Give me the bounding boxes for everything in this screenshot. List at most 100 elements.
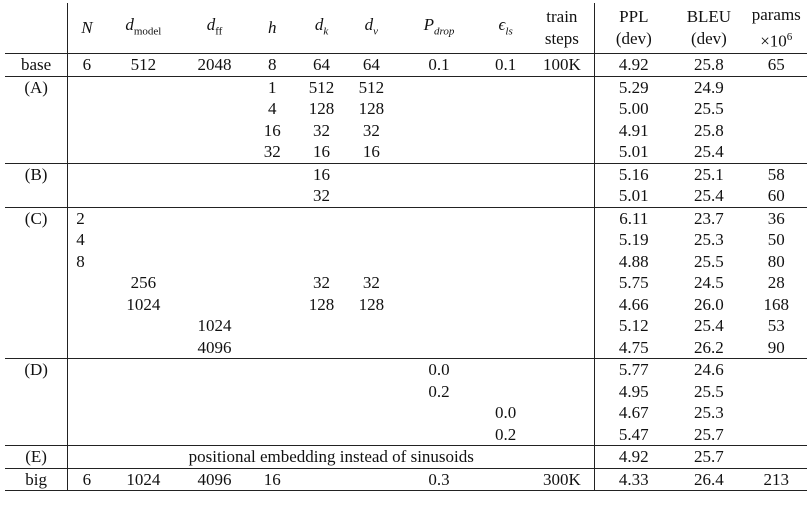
cell-params: 58 60 bbox=[745, 162, 807, 207]
cell-d-ff bbox=[181, 358, 248, 446]
cell-params: 65 bbox=[745, 53, 807, 76]
header-d-model: dmodel bbox=[125, 14, 162, 38]
cell-ppl: 5.29 5.00 4.91 5.01 bbox=[594, 75, 673, 163]
cell-n: 6 bbox=[67, 467, 106, 491]
cell-d-ff bbox=[181, 162, 248, 207]
cell-h: 16 bbox=[247, 467, 297, 491]
cell-train-steps bbox=[529, 358, 595, 446]
cell-ppl: 4.92 bbox=[594, 445, 673, 468]
cell-eps-ls: 0.0 0.2 bbox=[481, 358, 530, 446]
cell-bleu: 26.4 bbox=[672, 467, 746, 491]
cell-p-drop: 0.3 bbox=[396, 467, 482, 491]
row-label: big bbox=[5, 467, 68, 491]
cell-d-v: 512 128 32 16 bbox=[346, 75, 397, 163]
cell-train-steps bbox=[529, 75, 595, 163]
cell-n: 6 bbox=[67, 53, 106, 76]
cell-bleu: 25.7 bbox=[672, 445, 746, 468]
header-n: N bbox=[67, 3, 106, 54]
cell-bleu: 25.1 25.4 bbox=[672, 162, 746, 207]
cell-d-k bbox=[296, 467, 347, 491]
cell-ppl: 5.16 5.01 bbox=[594, 162, 673, 207]
cell-n bbox=[67, 358, 106, 446]
cell-train-steps: 300K bbox=[529, 467, 595, 491]
cell-d-model: 256 1024 bbox=[105, 206, 182, 359]
cell-d-model bbox=[105, 75, 182, 163]
cell-params bbox=[745, 358, 807, 446]
header-eps-ls: ϵls bbox=[498, 14, 513, 38]
header-ppl: PPL (dev) bbox=[594, 3, 673, 54]
row-group-e: (E) positional embedding instead of sinu… bbox=[5, 445, 807, 468]
row-label: base bbox=[5, 53, 68, 76]
cell-p-drop bbox=[396, 206, 482, 359]
row-base: base 6 512 2048 8 64 64 0.1 0.1 100K 4.9… bbox=[5, 53, 807, 76]
cell-h bbox=[247, 162, 297, 207]
cell-eps-ls bbox=[481, 467, 530, 491]
row-group-b: (B) 16 32 5.16 5.01 25.1 25.4 58 60 bbox=[5, 162, 807, 207]
header-h: h bbox=[267, 18, 277, 37]
cell-eps-ls bbox=[481, 75, 530, 163]
cell-d-model: 1024 bbox=[105, 467, 182, 491]
cell-ppl: 6.11 5.19 4.88 5.75 4.66 5.12 4.75 bbox=[594, 206, 673, 359]
cell-h: 8 bbox=[247, 53, 297, 76]
variations-table: N dmodel dff h dk dv Pdrop ϵls train ste… bbox=[5, 3, 807, 491]
cell-d-k: 16 32 bbox=[296, 162, 347, 207]
cell-bleu: 25.8 bbox=[672, 53, 746, 76]
cell-ppl: 4.33 bbox=[594, 467, 673, 491]
cell-h bbox=[247, 358, 297, 446]
cell-d-k: 32 128 bbox=[296, 206, 347, 359]
row-label: (A) bbox=[5, 75, 68, 163]
cell-eps-ls bbox=[481, 206, 530, 359]
cell-n bbox=[67, 162, 106, 207]
row-group-d: (D) 0.0 0.2 0.0 0.2 5.77 4.95 4.67 5.47 24.6 2… bbox=[5, 358, 807, 446]
cell-eps-ls bbox=[481, 162, 530, 207]
header-bleu: BLEU (dev) bbox=[686, 7, 732, 48]
cell-d-model bbox=[105, 358, 182, 446]
cell-eps-ls: 0.1 bbox=[481, 53, 530, 76]
cell-h bbox=[247, 206, 297, 359]
row-label: (C) bbox=[5, 206, 68, 359]
row-group-a: (A) 1 4 16 32 512 128 32 16 512 128 32 16 5.29 5.0… bbox=[5, 75, 807, 163]
cell-d-v bbox=[346, 358, 397, 446]
cell-d-ff: 1024 4096 bbox=[181, 206, 248, 359]
header-d-k: dk bbox=[314, 14, 329, 38]
cell-bleu: 24.9 25.5 25.8 25.4 bbox=[672, 75, 746, 163]
cell-bleu: 23.7 25.3 25.5 24.5 26.0 25.4 26.2 bbox=[672, 206, 746, 359]
row-label: (B) bbox=[5, 162, 68, 207]
cell-d-v: 32 128 bbox=[346, 206, 397, 359]
cell-d-ff bbox=[181, 75, 248, 163]
cell-ppl: 4.92 bbox=[594, 53, 673, 76]
cell-d-ff: 4096 bbox=[181, 467, 248, 491]
cell-d-model bbox=[105, 162, 182, 207]
row-label: (E) bbox=[5, 445, 68, 468]
header-corner bbox=[5, 3, 68, 54]
cell-p-drop: 0.1 bbox=[396, 53, 482, 76]
cell-d-v: 64 bbox=[346, 53, 397, 76]
cell-d-k bbox=[296, 358, 347, 446]
cell-params bbox=[745, 75, 807, 163]
header-row: N dmodel dff h dk dv Pdrop ϵls train ste… bbox=[5, 3, 807, 54]
cell-d-v bbox=[346, 467, 397, 491]
cell-train-steps bbox=[529, 206, 595, 359]
row-label: (D) bbox=[5, 358, 68, 446]
cell-params bbox=[745, 445, 807, 468]
header-p-drop: Pdrop bbox=[423, 14, 455, 38]
row-big: big 6 1024 4096 16 0.3 300K 4.33 26.4 21… bbox=[5, 467, 807, 491]
cell-ppl: 5.77 4.95 4.67 5.47 bbox=[594, 358, 673, 446]
cell-params: 213 bbox=[745, 467, 807, 491]
cell-p-drop bbox=[396, 75, 482, 163]
header-train-steps: train steps bbox=[544, 7, 579, 48]
cell-h: 1 4 16 32 bbox=[247, 75, 297, 163]
cell-params: 36 50 80 28 168 53 90 bbox=[745, 206, 807, 359]
header-d-v: dv bbox=[364, 14, 379, 38]
header-params: params ×106 bbox=[751, 4, 801, 51]
cell-d-k: 512 128 32 16 bbox=[296, 75, 347, 163]
cell-train-steps: 100K bbox=[529, 53, 595, 76]
header-d-ff: dff bbox=[206, 14, 223, 38]
cell-note: positional embedding instead of sinusoid… bbox=[67, 445, 595, 468]
cell-train-steps bbox=[529, 162, 595, 207]
cell-p-drop: 0.0 0.2 bbox=[396, 358, 482, 446]
cell-d-k: 64 bbox=[296, 53, 347, 76]
